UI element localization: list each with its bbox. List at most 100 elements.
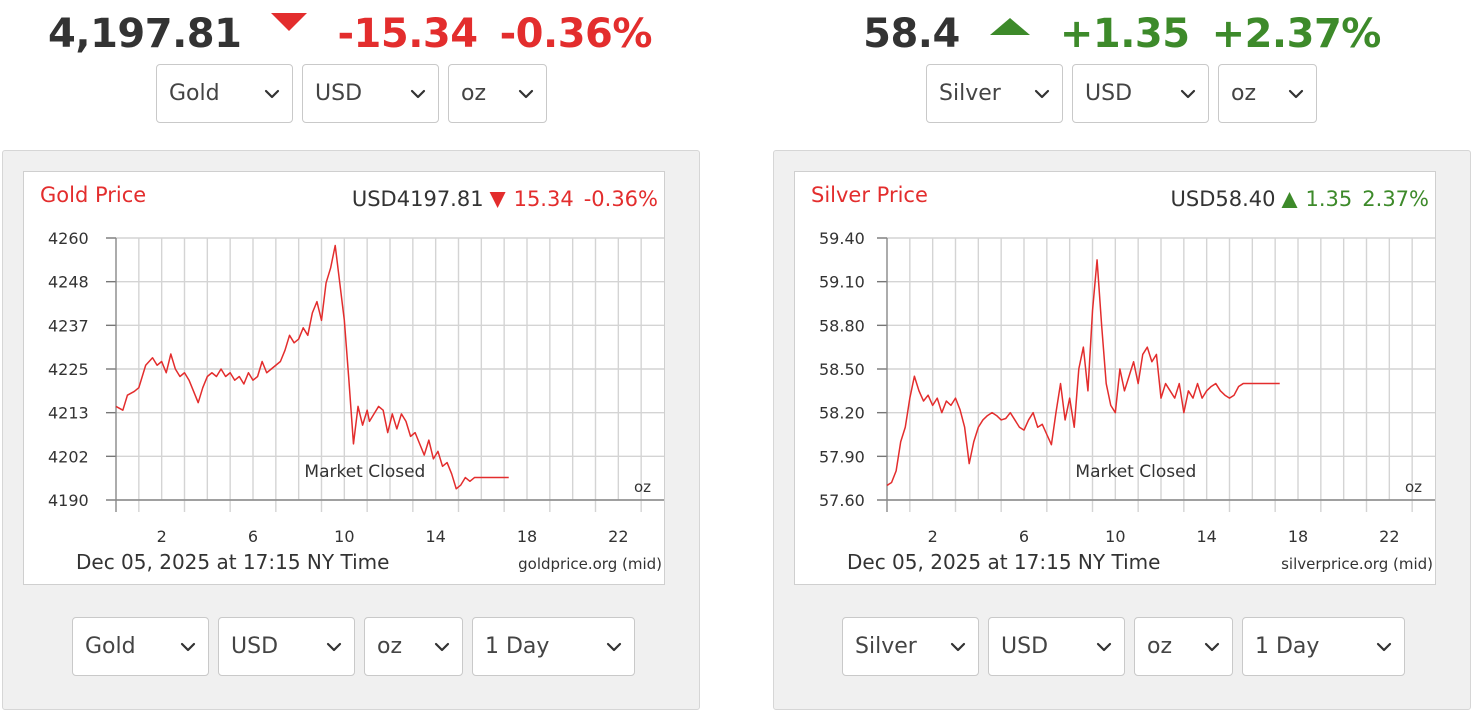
down-arrow-icon — [271, 13, 308, 31]
gold-top-metal-select[interactable]: Gold — [156, 64, 293, 123]
gold-bottom-period-select[interactable]: 1 Day — [472, 617, 635, 676]
silver-top-currency-select[interactable]: USD — [1072, 64, 1209, 123]
gold-source-link[interactable]: goldprice.org (mid) — [518, 555, 662, 573]
chevron-down-icon — [264, 89, 280, 98]
silver-xtick-label: 6 — [1019, 527, 1029, 546]
silver-unit-label: oz — [1405, 478, 1422, 496]
chevron-down-icon — [180, 642, 196, 651]
gold-chart-container: Gold Price USD4197.81 15.34 -0.36% 4190 4202 4… — [2, 150, 700, 710]
silver-chart-title: Silver Price — [811, 183, 928, 207]
gold-chart-frame: Gold Price USD4197.81 15.34 -0.36% 4190 4202 4… — [23, 171, 665, 585]
gold-bottom-metal-select-value: Gold — [85, 634, 136, 659]
up-triangle-icon — [1281, 192, 1298, 208]
silver-bottom-selects: Silver USD oz 1 Day — [842, 617, 1405, 676]
silver-top-currency-select-value: USD — [1085, 81, 1133, 106]
chevron-down-icon — [1180, 89, 1196, 98]
silver-xtick-label: 2 — [928, 527, 938, 546]
silver-timestamp: Dec 05, 2025 at 17:15 NY Time — [847, 550, 1160, 574]
gold-price-line — [115, 244, 509, 490]
silver-ytick-label: 58.80 — [819, 316, 865, 335]
gold-bottom-period-select-value: 1 Day — [485, 634, 550, 659]
silver-bottom-period-select-value: 1 Day — [1255, 634, 1320, 659]
gold-bottom-selects: Gold USD oz 1 Day — [72, 617, 635, 676]
gold-quote-price: USD4197.81 — [352, 187, 484, 211]
gold-quote-change: 15.34 — [514, 187, 574, 211]
gold-ytick-label: 4190 — [48, 491, 89, 510]
gold-bottom-unit-select[interactable]: oz — [364, 617, 463, 676]
silver-bottom-currency-select[interactable]: USD — [988, 617, 1125, 676]
silver-bottom-period-select[interactable]: 1 Day — [1242, 617, 1405, 676]
gold-headline: 4,197.81 -15.34 -0.36% — [0, 8, 700, 60]
gold-timestamp: Dec 05, 2025 at 17:15 NY Time — [76, 550, 389, 574]
gold-bottom-currency-select[interactable]: USD — [218, 617, 355, 676]
gold-grid: 4190 4202 4213 4225 4237 4248 4260 2 6 10 14 18 22 — [48, 229, 664, 546]
chevron-down-icon — [518, 89, 534, 98]
silver-bottom-currency-select-value: USD — [1001, 634, 1049, 659]
silver-quote-price: USD58.40 — [1171, 187, 1276, 211]
silver-market-closed-label: Market Closed — [1075, 462, 1196, 482]
silver-ytick-label: 58.20 — [819, 404, 865, 423]
silver-chart-container: Silver Price USD58.40 1.35 2.37% 57.60 57.90 5… — [773, 150, 1471, 710]
silver-headline-change: +1.35 — [1059, 11, 1190, 57]
gold-top-selects: Gold USD oz — [156, 64, 547, 123]
silver-quote: USD58.40 1.35 2.37% — [1171, 187, 1429, 211]
down-triangle-icon — [489, 192, 506, 208]
silver-xtick-label: 18 — [1288, 527, 1308, 546]
gold-price-chart: Gold Price USD4197.81 15.34 -0.36%419042024… — [40, 183, 664, 574]
silver-price-chart: Silver Price USD58.40 1.35 2.37% 57.60 57.90 5… — [811, 183, 1435, 574]
gold-unit-label: oz — [634, 478, 651, 496]
chevron-down-icon — [606, 642, 622, 651]
gold-ytick-label: 4237 — [48, 316, 89, 335]
gold-panel: 4,197.81 -15.34 -0.36% Gold USD oz Gold Pr… — [0, 0, 700, 722]
silver-ytick-label: 59.40 — [819, 229, 865, 248]
chevron-down-icon — [1376, 642, 1392, 651]
silver-panel: 58.4 +1.35 +2.37% Silver USD oz Silver Pri… — [772, 0, 1472, 722]
silver-bottom-unit-select-value: oz — [1147, 634, 1173, 659]
gold-ytick-label: 4248 — [48, 273, 89, 292]
gold-chart-title: Gold Price — [40, 183, 146, 207]
chevron-down-icon — [1288, 89, 1304, 98]
silver-xtick-label: 10 — [1105, 527, 1125, 546]
chevron-down-icon — [950, 642, 966, 651]
silver-source-link[interactable]: silverprice.org (mid) — [1281, 555, 1433, 573]
chevron-down-icon — [410, 89, 426, 98]
gold-quote-percent: -0.36% — [584, 187, 658, 211]
chevron-down-icon — [1204, 642, 1220, 651]
gold-quote: USD4197.81 15.34 -0.36% — [352, 187, 658, 211]
silver-headline-price: 58.4 — [863, 11, 960, 57]
silver-headline: 58.4 +1.35 +2.37% — [772, 8, 1472, 60]
silver-bottom-metal-select[interactable]: Silver — [842, 617, 979, 676]
gold-top-currency-select[interactable]: USD — [302, 64, 439, 123]
gold-ytick-label: 4260 — [48, 229, 89, 248]
chevron-down-icon — [1034, 89, 1050, 98]
gold-ytick-label: 4213 — [48, 404, 89, 423]
silver-quote-percent: 2.37% — [1362, 187, 1429, 211]
gold-xtick-label: 6 — [248, 527, 258, 546]
silver-headline-percent: +2.37% — [1211, 11, 1382, 57]
silver-chart-frame: Silver Price USD58.40 1.35 2.37% 57.60 57.90 5… — [794, 171, 1436, 585]
silver-ytick-label: 58.50 — [819, 360, 865, 379]
silver-top-unit-select-value: oz — [1231, 81, 1257, 106]
gold-xtick-label: 22 — [608, 527, 628, 546]
gold-bottom-metal-select[interactable]: Gold — [72, 617, 209, 676]
gold-xtick-label: 2 — [157, 527, 167, 546]
silver-xtick-label: 14 — [1196, 527, 1216, 546]
gold-headline-percent: -0.36% — [499, 11, 653, 57]
silver-top-unit-select[interactable]: oz — [1218, 64, 1317, 123]
chevron-down-icon — [326, 642, 342, 651]
silver-top-metal-select-value: Silver — [939, 81, 1001, 106]
silver-bottom-metal-select-value: Silver — [855, 634, 917, 659]
gold-xtick-label: 18 — [517, 527, 537, 546]
gold-xtick-label: 10 — [334, 527, 354, 546]
gold-headline-change: -15.34 — [337, 11, 478, 57]
gold-top-unit-select[interactable]: oz — [448, 64, 547, 123]
silver-top-metal-select[interactable]: Silver — [926, 64, 1063, 123]
silver-ytick-label: 57.90 — [819, 447, 865, 466]
silver-ytick-label: 59.10 — [819, 273, 865, 292]
gold-ytick-label: 4225 — [48, 360, 89, 379]
silver-bottom-unit-select[interactable]: oz — [1134, 617, 1233, 676]
gold-bottom-unit-select-value: oz — [377, 634, 403, 659]
silver-quote-change: 1.35 — [1306, 187, 1353, 211]
gold-bottom-currency-select-value: USD — [231, 634, 279, 659]
gold-top-currency-select-value: USD — [315, 81, 363, 106]
